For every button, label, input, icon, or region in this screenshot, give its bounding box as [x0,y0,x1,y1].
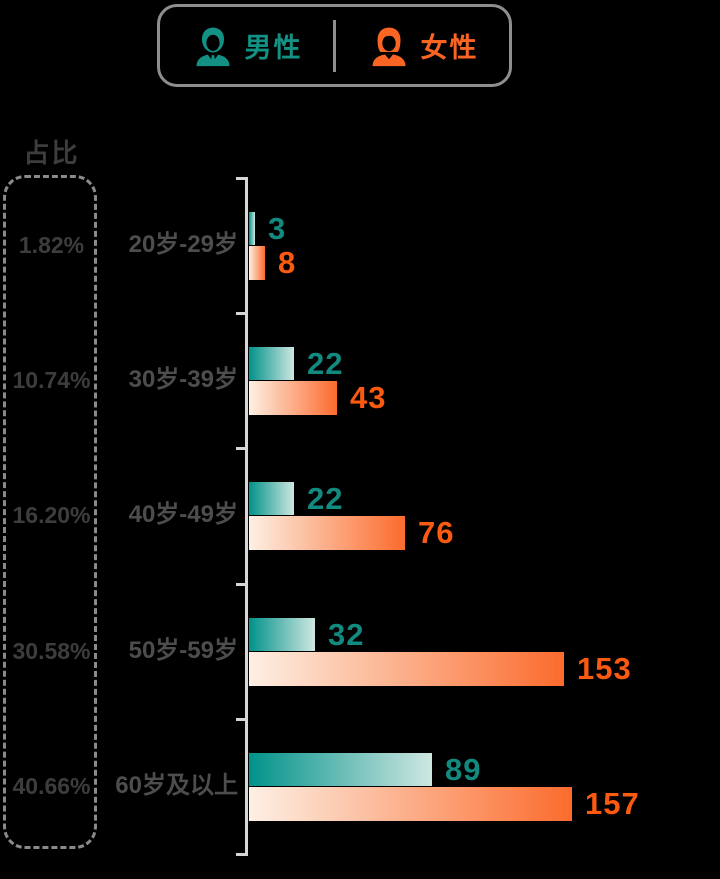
male-bar [249,482,294,516]
female-bar [249,246,265,280]
legend: 男性 女性 [157,4,512,87]
category-label: 30岁-39岁 [128,366,238,394]
share-label: 30.58% [12,637,91,664]
category-label: 20岁-29岁 [128,231,238,258]
female-bar [249,516,405,551]
axis-tick [236,177,246,180]
share-label: 16.20% [12,502,91,529]
axis-tick [236,717,246,721]
male-value-label: 32 [328,616,365,652]
category-label: 40岁-49岁 [128,501,238,529]
male-bar [249,617,315,651]
legend-item-male: 男性 [160,24,333,68]
female-bar [249,381,337,416]
axis-tick [236,312,246,316]
axis-tick [236,853,246,856]
female-value-label: 8 [278,245,297,280]
y-axis-line [245,177,248,856]
female-value-label: 76 [418,515,455,551]
female-value-label: 153 [577,650,632,686]
percent-panel [3,175,97,849]
category-label: 50岁-59岁 [128,636,238,664]
axis-tick [236,447,246,451]
legend-item-female: 女性 [336,24,509,68]
legend-divider [333,19,336,72]
male-value-label: 22 [307,481,344,517]
female-bar [249,786,572,821]
share-label: 10.74% [12,367,91,394]
male-icon [196,27,229,66]
legend-male-label: 男性 [244,33,303,63]
share-label: 1.82% [18,232,85,258]
male-bar [249,347,294,381]
axis-tick [236,582,246,586]
male-value-label: 89 [445,751,482,787]
female-icon [372,27,405,66]
female-value-label: 157 [585,785,640,821]
male-bar [249,752,432,786]
female-bar [249,651,564,686]
male-value-label: 22 [307,346,344,382]
male-value-label: 3 [268,211,287,246]
category-label: 60岁及以上 [115,771,238,799]
legend-female-label: 女性 [420,33,479,63]
female-value-label: 43 [350,380,387,416]
share-label: 40.66% [12,772,91,799]
percent-panel-title: 占比 [23,138,80,168]
male-bar [249,212,255,245]
